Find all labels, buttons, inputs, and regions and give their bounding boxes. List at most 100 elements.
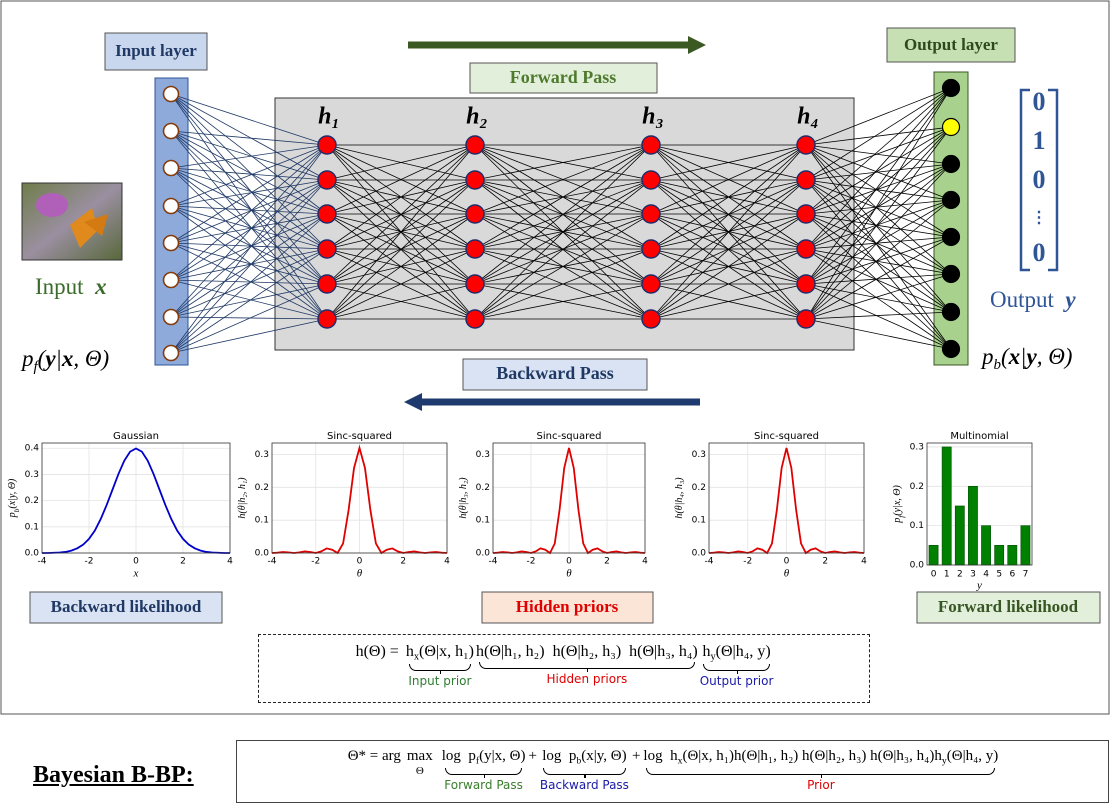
expr-text: (x|y, Θ) bbox=[581, 748, 626, 764]
y-tick-label: 0.4 bbox=[25, 444, 40, 454]
y-tick-label: 0.1 bbox=[910, 521, 924, 531]
bar bbox=[929, 545, 938, 565]
output-node bbox=[943, 229, 960, 246]
expr-text: (x|y, Θ) bbox=[7, 478, 18, 509]
hidden-node bbox=[466, 205, 484, 223]
forward-pass-label: Forward Pass bbox=[510, 67, 617, 87]
hidden-node bbox=[642, 310, 660, 328]
output-node bbox=[943, 192, 960, 209]
vector-bracket-right bbox=[1048, 90, 1057, 270]
expr-text: , Θ) bbox=[1037, 344, 1073, 369]
term-expr: hy(Θ|h₄, y) bbox=[702, 643, 770, 663]
x-tick-label: -2 bbox=[85, 557, 94, 567]
bar bbox=[981, 526, 990, 565]
input-node bbox=[164, 346, 179, 361]
y-tick-label: 0.3 bbox=[25, 470, 39, 480]
braced-term: log pb(x|y, Θ) Backward Pass bbox=[540, 748, 629, 792]
formula-head: Θ* = arg bbox=[348, 748, 401, 765]
input-node bbox=[164, 199, 179, 214]
hidden-node bbox=[797, 136, 815, 154]
underbrace bbox=[479, 662, 695, 669]
y-tick-label: 0.1 bbox=[255, 516, 269, 526]
input-node bbox=[164, 273, 179, 288]
vector-bracket-left bbox=[1021, 90, 1030, 270]
hidden-node bbox=[797, 171, 815, 189]
x-tick-label: -2 bbox=[311, 557, 320, 567]
input-node bbox=[164, 236, 179, 251]
output-vector-entry: 1 bbox=[1033, 126, 1046, 155]
prior-formula: h(Θ) = hx(Θ|x, h₁)Input priorh(Θ|h₁, h₂)… bbox=[258, 634, 870, 703]
x-tick-label: -4 bbox=[38, 557, 47, 567]
output-node bbox=[943, 119, 960, 136]
x-axis-label: θ bbox=[566, 568, 572, 580]
y-tick-label: 0.1 bbox=[25, 522, 39, 532]
hidden-node bbox=[797, 310, 815, 328]
caption: Forward likelihood bbox=[938, 597, 1079, 616]
underbrace bbox=[409, 664, 471, 671]
expr-text: Output bbox=[990, 287, 1065, 312]
hidden-region bbox=[275, 98, 854, 350]
backward-likelihood-expr: pb(x|y, Θ) bbox=[982, 344, 1072, 374]
y-tick-label: 0.2 bbox=[255, 483, 269, 493]
hidden-node bbox=[466, 136, 484, 154]
expr-text: h(θ|h₂, h₁) bbox=[237, 477, 248, 519]
x-tick-label: 1 bbox=[944, 570, 950, 580]
brace-label: Input prior bbox=[408, 675, 471, 688]
brace-label: Backward Pass bbox=[540, 779, 629, 792]
plus: + bbox=[528, 748, 536, 765]
braced-term: hy(Θ|h₄, y)Output prior bbox=[700, 643, 774, 688]
plot-title: Sinc-squared bbox=[537, 431, 602, 442]
method-title: Bayesian B-BP: bbox=[33, 762, 194, 788]
variable: x bbox=[62, 346, 74, 371]
underbrace bbox=[543, 768, 626, 775]
output-label: Output y bbox=[990, 287, 1076, 312]
plot: 0.00.10.20.301234567Multinomialypf(y|x, … bbox=[892, 431, 1032, 592]
plot-title: Multinomial bbox=[950, 431, 1008, 442]
y-tick-label: 0.2 bbox=[910, 482, 924, 492]
page: { "network": { "input_layer_label": "Inp… bbox=[0, 0, 1115, 808]
forward-arrow-head bbox=[688, 36, 706, 54]
x-tick-label: 2 bbox=[822, 557, 828, 567]
expr-text: h(θ|h₃, h₂) bbox=[458, 477, 469, 519]
expr-text: log p bbox=[442, 748, 476, 764]
variable: x bbox=[1009, 344, 1021, 369]
y-axis-label: h(θ|h₃, h₂) bbox=[458, 477, 469, 519]
y-axis-label: h(θ|h₂, h₁) bbox=[237, 477, 248, 519]
term-expr: log pb(x|y, Θ) bbox=[542, 748, 626, 767]
x-tick-label: 4 bbox=[444, 557, 450, 567]
plot-title: Sinc-squared bbox=[754, 431, 819, 442]
plot: 0.00.10.20.30.4-4-2024Gaussianxpb(x|y, Θ… bbox=[7, 431, 233, 580]
hidden-layer-label: h₂ bbox=[466, 104, 488, 130]
y-tick-label: 0.2 bbox=[476, 483, 490, 493]
bar bbox=[955, 506, 964, 565]
braced-term: hx(Θ|x, h₁)Input prior bbox=[406, 643, 474, 688]
expr-text: (Θ|x, h₁) bbox=[419, 643, 474, 660]
output-node bbox=[943, 80, 960, 97]
output-layer-label: Output layer bbox=[904, 35, 998, 54]
x-tick-label: 4 bbox=[642, 557, 648, 567]
input-node bbox=[164, 310, 179, 325]
expr-text: ( bbox=[1001, 344, 1009, 369]
y-tick-label: 0.3 bbox=[910, 442, 924, 452]
x-tick-label: 4 bbox=[861, 557, 867, 567]
term-expr: log hx(Θ|x, h₁)h(Θ|h₁, h₂) h(Θ|h₂, h₃) h… bbox=[643, 748, 998, 767]
x-tick-label: -4 bbox=[489, 557, 498, 567]
caption: Hidden priors bbox=[516, 597, 619, 616]
expr-text: (Θ|h₄, y) bbox=[716, 643, 771, 660]
expr-text: h bbox=[406, 643, 414, 660]
x-tick-label: -4 bbox=[705, 557, 714, 567]
y-axis-label: pb(x|y, Θ) bbox=[7, 478, 21, 518]
x-tick-label: 2 bbox=[604, 557, 610, 567]
hidden-node bbox=[642, 171, 660, 189]
output-vector-entry: 0 bbox=[1033, 165, 1046, 194]
x-tick-label: 7 bbox=[1023, 570, 1029, 580]
x-tick-label: -4 bbox=[268, 557, 277, 567]
input-node bbox=[164, 124, 179, 139]
operator-name: max bbox=[407, 748, 433, 765]
hidden-node bbox=[318, 136, 336, 154]
hidden-node bbox=[318, 310, 336, 328]
plot-title: Gaussian bbox=[113, 431, 159, 442]
expr-text: p bbox=[22, 346, 34, 371]
hidden-node bbox=[466, 171, 484, 189]
braced-term: log pf(y|x, Θ)Forward Pass bbox=[442, 748, 526, 792]
